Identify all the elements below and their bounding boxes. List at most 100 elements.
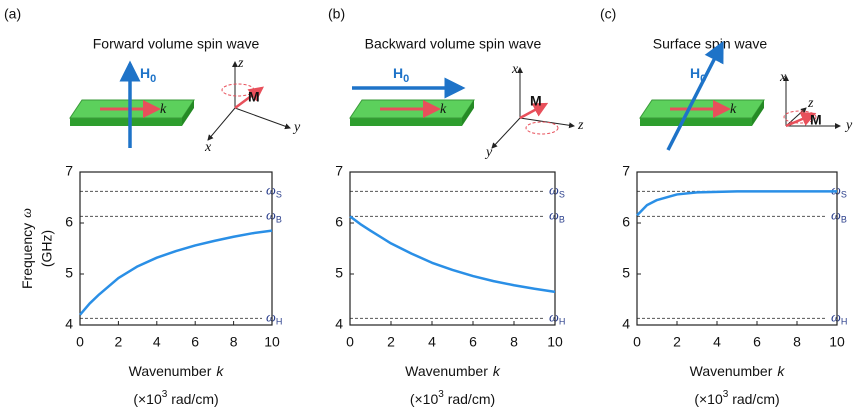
field-label: H0 [690,65,706,85]
moment-label: M [810,112,822,128]
reference-symbol: ω [266,184,276,199]
coord-label: x [204,140,212,155]
reference-label: ωH [549,311,565,327]
x-label-symbol: k [493,363,501,379]
x-axis-label: Wavenumber k [690,363,786,379]
x-tick-label: 8 [793,334,801,350]
coord-label: x [511,62,519,77]
reference-label: ωB [831,209,847,225]
field-sub: 0 [700,73,706,85]
y-tick-label: 6 [622,214,630,230]
x-unit-sup: 3 [723,389,729,400]
x-axis-unit: (×103 rad/cm) [410,389,495,407]
reference-symbol: ω [831,311,841,326]
y-label-symbol: ω [20,208,35,218]
wave-label: k [160,102,167,117]
x-unit-pre: (×10 [410,391,439,407]
data-line [349,215,556,294]
slab-end [462,100,474,126]
slab-side [640,118,752,126]
x-label-text: Wavenumber [690,363,773,379]
x-label-symbol: k [777,363,785,379]
field-symbol: H [393,65,403,81]
y-label-text: Frequency [19,223,35,289]
reference-sub: S [276,190,282,200]
reference-sub: S [559,190,565,200]
y-axis-label: Frequency ω [19,208,36,289]
coord-axis [207,107,236,141]
x-axis-label: Wavenumber k [405,363,501,379]
plot-frame [79,171,273,326]
x-tick-label: 2 [387,334,395,350]
plot-frame [636,171,838,326]
wave-label: k [730,102,737,117]
coord-label: z [807,96,814,111]
coord-label: z [237,56,244,71]
x-unit-pre: (×10 [694,391,723,407]
y-tick-label: 7 [622,163,630,179]
coord-axis [491,117,521,149]
x-tick-label: 0 [633,334,641,350]
moment-arrow [234,86,265,110]
reference-sub: B [559,215,565,225]
x-tick-label: 4 [428,334,436,350]
data-line [636,190,837,217]
reference-sub: H [841,317,848,327]
reference-sub: S [841,190,847,200]
y-tick-label: 7 [335,163,343,179]
x-tick-label: 8 [230,334,238,350]
x-label-symbol: k [216,363,224,379]
x-tick-label: 0 [76,334,84,350]
reference-symbol: ω [266,311,276,326]
data-line [79,229,273,316]
moment-label: M [530,93,542,109]
coord-label: y [844,118,853,133]
moment-arrow [785,112,817,128]
slab-end [182,100,194,126]
x-unit-sup: 3 [438,389,444,400]
field-label: H0 [140,65,156,85]
coord-label: y [292,120,301,135]
x-unit-post: rad/cm) [728,391,779,407]
x-tick-label: 4 [713,334,721,350]
reference-sub: B [841,215,847,225]
field-symbol: H [690,65,700,81]
x-tick-label: 10 [547,334,563,350]
coord-label: y [484,145,493,160]
y-tick-label: 4 [622,316,630,332]
reference-symbol: ω [266,209,276,224]
panel-title: Forward volume spin wave [93,36,260,52]
x-tick-label: 10 [264,334,280,350]
x-unit-post: rad/cm) [167,391,218,407]
x-unit-pre: (×10 [133,391,162,407]
y-tick-label: 7 [65,163,73,179]
field-symbol: H [140,65,150,81]
reference-symbol: ω [831,209,841,224]
panel-title: Surface spin wave [653,36,768,52]
moment-arrow [519,102,549,120]
field-sub: 0 [150,73,156,85]
x-tick-label: 8 [510,334,518,350]
y-tick-label: 4 [335,316,343,332]
x-tick-label: 4 [153,334,161,350]
reference-label: ωB [266,209,282,225]
x-axis-unit: (×103 rad/cm) [133,389,218,407]
coord-axis [234,107,291,130]
x-unit-post: rad/cm) [444,391,495,407]
slab-side [70,118,182,126]
reference-symbol: ω [549,209,559,224]
x-tick-label: 6 [753,334,761,350]
coord-label: z [577,118,584,133]
reference-sub: H [559,317,566,327]
panel-label: (b) [328,6,345,22]
x-axis-label: Wavenumber k [129,363,225,379]
x-tick-label: 10 [829,334,845,350]
x-label-text: Wavenumber [129,363,212,379]
reference-label: ωB [549,209,565,225]
moment-label: M [248,89,260,105]
field-sub: 0 [403,73,409,85]
field-arrow [666,40,724,151]
slab-side [350,118,462,126]
plot-frame [349,171,556,326]
